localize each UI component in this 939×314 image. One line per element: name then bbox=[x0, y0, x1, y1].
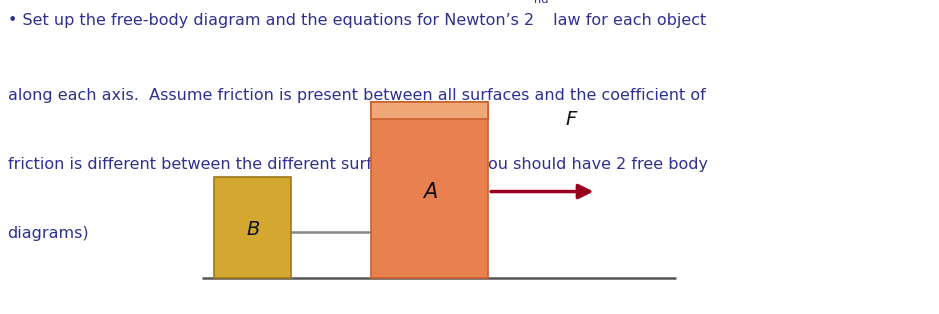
Bar bbox=[371, 102, 488, 278]
Text: law for each object: law for each object bbox=[548, 13, 706, 28]
Bar bbox=[371, 102, 488, 119]
Text: diagrams): diagrams) bbox=[8, 226, 89, 241]
Bar bbox=[214, 177, 291, 278]
Text: A: A bbox=[423, 181, 438, 202]
Text: along each axis.  Assume friction is present between all surfaces and the coeffi: along each axis. Assume friction is pres… bbox=[8, 88, 705, 103]
Text: B: B bbox=[247, 220, 260, 239]
Text: F: F bbox=[565, 110, 577, 129]
Text: nd: nd bbox=[533, 0, 548, 5]
Text: • Set up the free-body diagram and the equations for Newton’s 2: • Set up the free-body diagram and the e… bbox=[8, 13, 533, 28]
Text: friction is different between the different surfaces.   (Note you should have 2 : friction is different between the differ… bbox=[8, 157, 707, 172]
